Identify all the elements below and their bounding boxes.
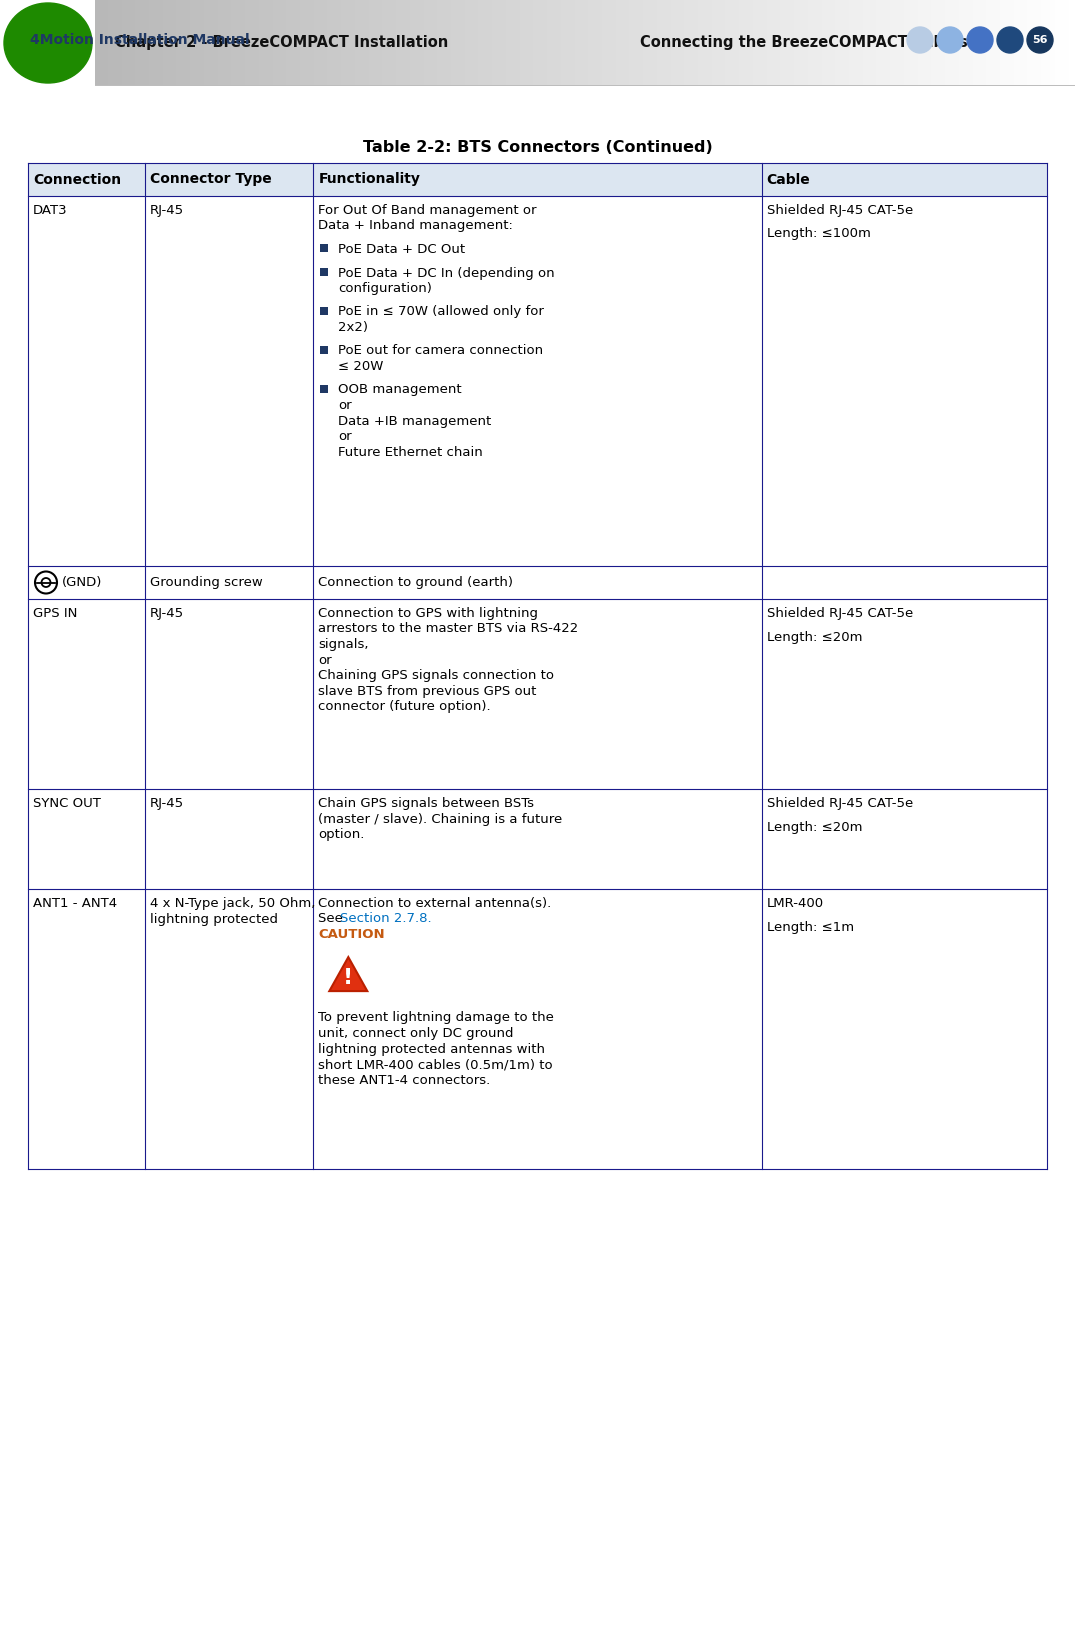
Text: Data + Inband management:: Data + Inband management: — [318, 220, 513, 233]
Text: 56: 56 — [1032, 35, 1048, 44]
Text: RJ-45: RJ-45 — [151, 606, 184, 619]
Text: signals,: signals, — [318, 637, 369, 651]
Text: connector (future option).: connector (future option). — [318, 700, 491, 713]
Bar — [28, 889, 1047, 1170]
Bar — [320, 384, 328, 393]
Text: or: or — [339, 399, 352, 412]
Text: GPS IN: GPS IN — [33, 606, 77, 619]
Text: Chapter 2 - BreezeCOMPACT Installation: Chapter 2 - BreezeCOMPACT Installation — [115, 36, 448, 51]
Bar — [320, 268, 328, 276]
Bar — [28, 565, 1047, 600]
Text: lightning protected: lightning protected — [151, 912, 278, 925]
Text: Length: ≤20m: Length: ≤20m — [766, 820, 862, 833]
Text: Length: ≤100m: Length: ≤100m — [766, 227, 871, 240]
Circle shape — [968, 26, 993, 53]
Text: Length: ≤1m: Length: ≤1m — [766, 920, 854, 933]
Text: ANT1 - ANT4: ANT1 - ANT4 — [33, 897, 117, 910]
Text: Future Ethernet chain: Future Ethernet chain — [339, 445, 483, 458]
Text: 4 x N-Type jack, 50 Ohm,: 4 x N-Type jack, 50 Ohm, — [151, 897, 316, 910]
Circle shape — [1027, 26, 1054, 53]
Text: Data +IB management: Data +IB management — [339, 414, 491, 427]
Text: CAUTION: CAUTION — [318, 928, 385, 941]
Text: (GND): (GND) — [62, 577, 102, 588]
Text: !: ! — [343, 968, 354, 987]
Text: To prevent lightning damage to the: To prevent lightning damage to the — [318, 1012, 555, 1025]
Text: unit, connect only DC ground: unit, connect only DC ground — [318, 1027, 514, 1040]
Bar — [28, 789, 1047, 889]
Text: PoE out for camera connection: PoE out for camera connection — [339, 345, 544, 358]
Bar — [320, 345, 328, 353]
Text: DAT3: DAT3 — [33, 204, 68, 217]
Text: Length: ≤20m: Length: ≤20m — [766, 631, 862, 644]
Text: Chaining GPS signals connection to: Chaining GPS signals connection to — [318, 669, 555, 682]
Text: Chain GPS signals between BSTs: Chain GPS signals between BSTs — [318, 797, 534, 810]
Bar — [28, 196, 1047, 565]
Text: short LMR-400 cables (0.5m/1m) to: short LMR-400 cables (0.5m/1m) to — [318, 1058, 553, 1071]
Text: 4Motion Installation Manual: 4Motion Installation Manual — [30, 33, 249, 48]
Bar — [28, 600, 1047, 789]
Text: Shielded RJ-45 CAT-5e: Shielded RJ-45 CAT-5e — [766, 606, 913, 619]
Text: RJ-45: RJ-45 — [151, 204, 184, 217]
Text: Connecting the BreezeCOMPACT Cables: Connecting the BreezeCOMPACT Cables — [640, 36, 968, 51]
Text: 2x2): 2x2) — [339, 320, 369, 334]
Text: slave BTS from previous GPS out: slave BTS from previous GPS out — [318, 685, 536, 698]
Text: PoE in ≤ 70W (allowed only for: PoE in ≤ 70W (allowed only for — [339, 306, 544, 319]
Text: SYNC OUT: SYNC OUT — [33, 797, 101, 810]
Text: Connector Type: Connector Type — [151, 173, 272, 187]
Text: OOB management: OOB management — [339, 383, 462, 396]
Bar — [28, 163, 1047, 196]
Bar — [320, 245, 328, 251]
Text: these ANT1-4 connectors.: these ANT1-4 connectors. — [318, 1073, 490, 1086]
Text: Cable: Cable — [766, 173, 811, 187]
Bar — [320, 307, 328, 314]
Text: PoE Data + DC Out: PoE Data + DC Out — [339, 243, 465, 256]
Text: (master / slave). Chaining is a future: (master / slave). Chaining is a future — [318, 813, 562, 825]
Polygon shape — [329, 958, 368, 991]
Text: See: See — [318, 912, 347, 925]
Text: Connection to ground (earth): Connection to ground (earth) — [318, 577, 514, 588]
Circle shape — [907, 26, 933, 53]
Circle shape — [937, 26, 963, 53]
Circle shape — [997, 26, 1023, 53]
Text: ≤ 20W: ≤ 20W — [339, 360, 384, 373]
Text: PoE Data + DC In (depending on: PoE Data + DC In (depending on — [339, 266, 555, 279]
Text: Connection: Connection — [33, 173, 121, 187]
Text: Functionality: Functionality — [318, 173, 420, 187]
Text: configuration): configuration) — [339, 283, 432, 296]
Text: Section 2.7.8.: Section 2.7.8. — [341, 912, 432, 925]
Text: or: or — [339, 430, 352, 444]
Text: Table 2-2: BTS Connectors (Continued): Table 2-2: BTS Connectors (Continued) — [362, 141, 713, 156]
Text: RJ-45: RJ-45 — [151, 797, 184, 810]
Text: or: or — [318, 654, 332, 667]
Text: Connection to GPS with lightning: Connection to GPS with lightning — [318, 606, 539, 619]
Text: For Out Of Band management or: For Out Of Band management or — [318, 204, 536, 217]
Text: LMR-400: LMR-400 — [766, 897, 823, 910]
Text: Grounding screw: Grounding screw — [151, 577, 263, 588]
Text: option.: option. — [318, 828, 364, 841]
Text: lightning protected antennas with: lightning protected antennas with — [318, 1043, 545, 1055]
Text: Shielded RJ-45 CAT-5e: Shielded RJ-45 CAT-5e — [766, 204, 913, 217]
Text: Shielded RJ-45 CAT-5e: Shielded RJ-45 CAT-5e — [766, 797, 913, 810]
Text: Connection to external antenna(s).: Connection to external antenna(s). — [318, 897, 551, 910]
Text: arrestors to the master BTS via RS-422: arrestors to the master BTS via RS-422 — [318, 623, 578, 636]
Ellipse shape — [4, 3, 92, 84]
